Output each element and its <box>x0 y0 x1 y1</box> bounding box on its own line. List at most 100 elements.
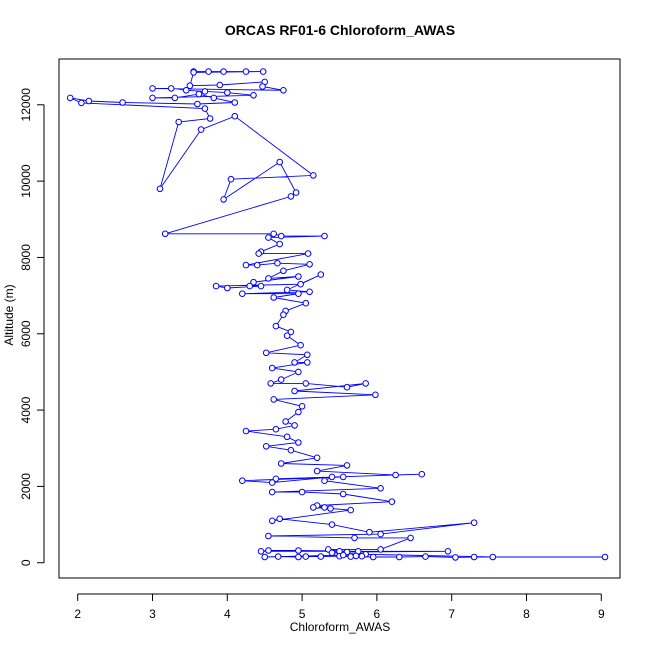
y-tick-label: 10000 <box>19 164 33 198</box>
data-point <box>347 553 355 560</box>
data-point <box>167 85 175 92</box>
data-point <box>343 383 351 391</box>
data-point <box>250 278 257 286</box>
data-point <box>304 359 311 366</box>
data-point <box>216 81 224 89</box>
data-point <box>327 505 334 512</box>
data-point <box>274 553 282 560</box>
data-point <box>377 546 384 553</box>
data-point <box>85 97 93 105</box>
data-point <box>283 433 291 441</box>
series-line <box>70 71 605 558</box>
data-point <box>321 477 328 485</box>
data-point <box>297 341 304 349</box>
data-point <box>212 282 220 290</box>
data-point <box>302 380 310 387</box>
data-point <box>255 250 263 257</box>
data-point <box>352 552 360 560</box>
data-point <box>220 196 227 203</box>
x-tick-label: 5 <box>299 607 306 621</box>
data-point <box>280 87 287 94</box>
data-point <box>339 490 347 498</box>
data-point <box>418 470 426 478</box>
data-point <box>310 504 317 511</box>
data-point <box>274 259 281 267</box>
data-point <box>265 532 272 540</box>
data-point <box>392 471 399 479</box>
data-point <box>201 88 209 95</box>
data-point <box>277 232 285 240</box>
data-point <box>343 462 351 469</box>
data-point <box>304 250 312 257</box>
data-point <box>182 87 190 94</box>
data-point <box>313 454 321 462</box>
data-point <box>261 553 269 561</box>
data-point <box>265 547 272 554</box>
data-point <box>277 376 285 383</box>
data-point <box>277 460 285 467</box>
data-point <box>470 553 478 561</box>
data-point <box>283 286 291 294</box>
data-point <box>270 396 278 403</box>
data-point <box>276 515 284 523</box>
data-point <box>197 126 205 133</box>
data-point <box>224 89 231 96</box>
data-point <box>328 521 336 528</box>
data-point <box>295 408 302 416</box>
data-point <box>227 175 235 183</box>
data-point <box>287 446 295 454</box>
data-point <box>377 530 384 538</box>
data-point <box>257 282 265 290</box>
data-point <box>276 158 284 166</box>
data-point <box>291 387 298 395</box>
x-tick-label: 2 <box>74 607 81 621</box>
data-point <box>268 488 276 496</box>
data-point <box>297 280 304 288</box>
data-point <box>304 351 311 359</box>
data-point <box>220 68 227 75</box>
data-point <box>239 477 246 485</box>
data-point <box>347 506 355 514</box>
data-point <box>253 261 261 269</box>
data-point <box>422 553 429 560</box>
data-point <box>231 112 239 120</box>
data-point <box>224 284 231 292</box>
data-point <box>280 311 287 319</box>
data-point <box>489 553 497 561</box>
data-point <box>295 439 302 446</box>
x-tick-label: 8 <box>523 607 530 621</box>
data-point <box>272 425 280 433</box>
data-point <box>313 467 321 475</box>
y-tick-label: 8000 <box>19 244 33 271</box>
data-point <box>366 528 373 536</box>
data-point <box>601 553 609 561</box>
data-point <box>306 261 313 268</box>
data-point <box>242 261 250 269</box>
x-axis-label: Chloroform_AWAS <box>290 620 390 634</box>
data-point <box>295 290 302 298</box>
data-point <box>321 504 328 511</box>
data-point <box>206 115 214 122</box>
data-point <box>295 547 302 554</box>
data-point <box>302 553 310 560</box>
data-point <box>190 69 197 76</box>
data-point <box>246 282 253 290</box>
data-point <box>452 554 459 561</box>
data-point <box>265 234 272 241</box>
data-point <box>317 271 325 278</box>
x-tick-label: 3 <box>149 607 156 621</box>
data-point <box>78 99 85 107</box>
y-tick-label: 6000 <box>19 320 33 347</box>
data-point <box>270 230 278 238</box>
data-point <box>298 403 306 410</box>
data-point <box>444 548 452 555</box>
data-point <box>262 443 270 450</box>
data-point <box>291 359 298 366</box>
data-point <box>295 553 302 561</box>
x-tick-label: 4 <box>224 607 231 621</box>
data-point <box>321 232 328 240</box>
data-point <box>372 391 379 399</box>
data-point <box>268 479 276 486</box>
data-point <box>295 368 302 376</box>
